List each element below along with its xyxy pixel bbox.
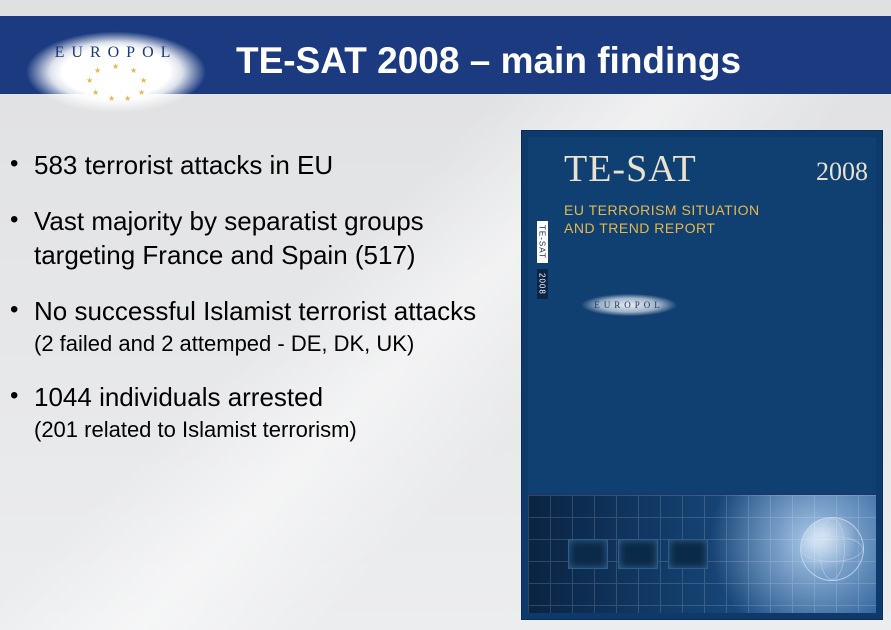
slide-title: TE-SAT 2008 – main findings bbox=[236, 40, 741, 82]
spine-year: 2008 bbox=[537, 269, 548, 299]
europol-logo: EUROPOL ★ ★ ★ ★ ★ ★ ★ ★ ★ bbox=[6, 16, 226, 128]
bullet-dot-icon: • bbox=[10, 294, 34, 326]
bullet-item: • 583 terrorist attacks in EU bbox=[10, 148, 490, 182]
cover-spine: TE-SAT 2008 bbox=[536, 221, 548, 321]
eu-stars-icon: ★ ★ ★ ★ ★ ★ ★ ★ ★ bbox=[80, 64, 152, 100]
logo-text: EUROPOL bbox=[55, 44, 178, 62]
cover-subtitle-line1: EU TERRORISM SITUATION bbox=[564, 202, 760, 218]
report-cover-image: TE-SAT 2008 TE-SAT 2008 EU TERRORISM SIT… bbox=[521, 130, 883, 620]
bullet-item: • Vast majority by separatist groups tar… bbox=[10, 204, 490, 272]
bullet-text: 583 terrorist attacks in EU bbox=[34, 148, 333, 182]
cover-year: 2008 bbox=[816, 157, 868, 187]
bullet-dot-icon: • bbox=[10, 204, 34, 236]
bullet-text: No successful Islamist terrorist attacks bbox=[34, 294, 476, 328]
screens-icon bbox=[568, 539, 708, 569]
bullet-subtext: (2 failed and 2 attemped - DE, DK, UK) bbox=[34, 330, 490, 358]
globe-icon bbox=[800, 517, 864, 581]
spine-label: TE-SAT bbox=[537, 221, 548, 263]
cover-europol-logo: EUROPOL bbox=[564, 289, 694, 321]
bullet-text: Vast majority by separatist groups targe… bbox=[34, 204, 490, 272]
bullet-list: • 583 terrorist attacks in EU • Vast maj… bbox=[10, 148, 490, 466]
bullet-dot-icon: • bbox=[10, 380, 34, 412]
cover-subtitle-line2: AND TREND REPORT bbox=[564, 220, 715, 236]
cover-subtitle: EU TERRORISM SITUATION AND TREND REPORT bbox=[564, 201, 760, 237]
bullet-text: 1044 individuals arrested bbox=[34, 380, 323, 414]
bullet-dot-icon: • bbox=[10, 148, 34, 180]
header-bar: EUROPOL ★ ★ ★ ★ ★ ★ ★ ★ ★ TE-SAT 2008 – … bbox=[0, 16, 891, 94]
bullet-subtext: (201 related to Islamist terrorism) bbox=[34, 416, 490, 444]
cover-title: TE-SAT bbox=[564, 147, 697, 191]
bullet-item: • 1044 individuals arrested (201 related… bbox=[10, 380, 490, 444]
cover-photo-band bbox=[528, 495, 876, 613]
slide: EUROPOL ★ ★ ★ ★ ★ ★ ★ ★ ★ TE-SAT 2008 – … bbox=[0, 0, 891, 630]
bullet-item: • No successful Islamist terrorist attac… bbox=[10, 294, 490, 358]
